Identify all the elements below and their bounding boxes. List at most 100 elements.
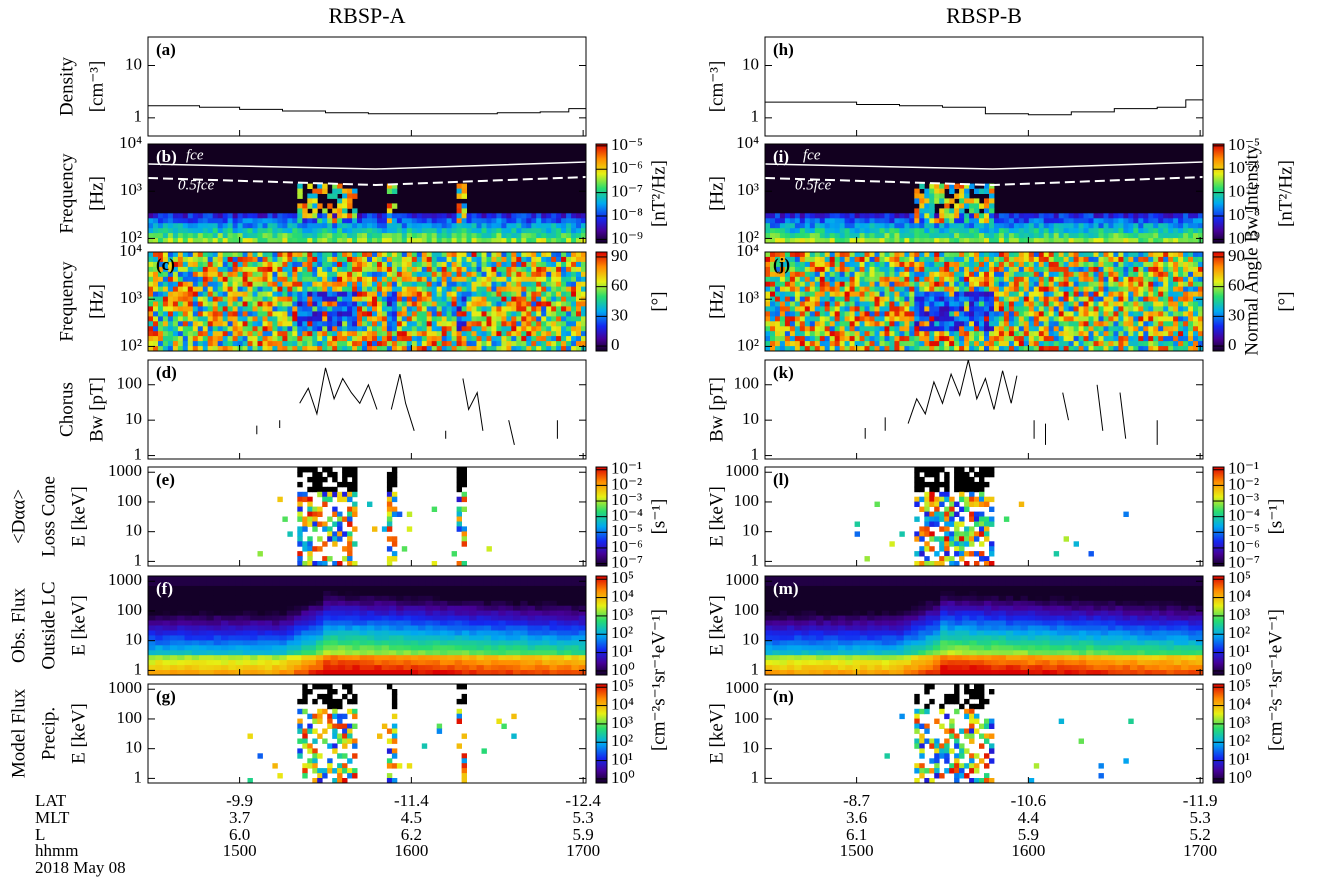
spectrogram-cell <box>1178 228 1183 233</box>
spectrogram-cell <box>223 306 228 311</box>
spectrogram-cell <box>307 203 312 208</box>
panel: (h)110[cm⁻³] <box>706 37 1203 136</box>
spectrogram-cell <box>297 753 302 758</box>
spectrogram-cell <box>317 213 322 218</box>
spectrogram-cell <box>342 336 347 341</box>
spectrogram-cell <box>294 626 302 631</box>
y-tick-label: 10⁴ <box>119 133 142 152</box>
spectrogram-cell <box>183 252 188 257</box>
spectrogram-cell <box>800 341 805 346</box>
y-tick-label: 10 <box>125 738 142 757</box>
spectrogram-cell <box>312 218 317 223</box>
spectrogram-cell <box>163 611 171 616</box>
spectrogram-cell <box>263 321 268 326</box>
spectrogram-cell <box>397 272 402 277</box>
spectrogram-cell <box>203 297 208 302</box>
spectrogram-cell <box>221 645 229 650</box>
spectrogram-cell <box>521 272 526 277</box>
spectrogram-cell <box>894 218 899 223</box>
spectrogram-cell <box>513 581 521 586</box>
spectrogram-cell <box>795 282 800 287</box>
spectrogram-cell <box>795 306 800 311</box>
spectrogram-cell <box>360 591 368 596</box>
spectrogram-cell <box>974 218 979 223</box>
spectrogram-cell <box>297 341 302 346</box>
spectrogram-cell <box>382 257 387 262</box>
spectrogram-cell <box>516 311 521 316</box>
spectrogram-cell <box>258 616 266 621</box>
spectrogram-cell <box>511 341 516 346</box>
spectrogram-cell <box>272 596 280 601</box>
spectrogram-cell <box>1094 233 1099 238</box>
spectrogram-cell <box>301 640 309 645</box>
spectrogram-cell <box>477 616 485 621</box>
spectrogram-cell <box>404 576 412 581</box>
spectrogram-cell <box>924 198 929 203</box>
spectrogram-cell <box>337 719 342 724</box>
spectrogram-cell <box>317 321 322 326</box>
spectrogram-cell <box>228 611 236 616</box>
spectrogram-cell <box>342 694 347 699</box>
spectrogram-cell <box>1029 228 1034 233</box>
spectrogram-cell <box>148 341 153 346</box>
spectrogram-cell <box>248 213 253 218</box>
spectrogram-cell <box>491 331 496 336</box>
spectrogram-cell <box>571 576 579 581</box>
spectrogram-cell <box>496 218 501 223</box>
spectrogram-cell <box>467 277 472 282</box>
spectrogram-cell <box>775 321 780 326</box>
spectrogram-cell <box>387 228 392 233</box>
spectrogram-cell <box>556 223 561 228</box>
spectrogram-cell <box>1099 218 1104 223</box>
spectrogram-cell <box>345 621 353 626</box>
spectrogram-cell <box>263 336 268 341</box>
spectrogram-cell <box>223 228 228 233</box>
spectrogram-cell <box>919 213 924 218</box>
spectrogram-cell <box>447 262 452 267</box>
spectrogram-cell <box>265 655 273 660</box>
spectrogram-cell <box>233 331 238 336</box>
spectrogram-cell <box>372 292 377 297</box>
spectrogram-cell <box>287 601 295 606</box>
spectrogram-cell <box>158 306 163 311</box>
spectrogram-cell <box>287 213 292 218</box>
spectrogram-cell <box>265 645 273 650</box>
spectrogram-cell <box>491 277 496 282</box>
spectrogram-cell <box>939 194 944 199</box>
spectrogram-cell <box>566 213 571 218</box>
spectrogram-cell <box>422 213 427 218</box>
spectrogram-cell <box>516 218 521 223</box>
spectrogram-cell <box>188 287 193 292</box>
spectrogram-cell <box>153 223 158 228</box>
spectrogram-cell <box>1153 213 1158 218</box>
spectrogram-cell <box>790 311 795 316</box>
spectrogram-cell <box>279 616 287 621</box>
spectrogram-cell <box>221 660 229 665</box>
spectrogram-cell <box>477 596 485 601</box>
spectrogram-cell <box>148 655 156 660</box>
spectrogram-cell <box>367 252 372 257</box>
spectrogram-cell <box>579 626 587 631</box>
spectrogram-cell <box>301 601 309 606</box>
panel: (e)1101001000<Dαα>Loss ConeE [keV]10⁻⁷10… <box>8 459 669 572</box>
spectrogram-cell <box>338 581 346 586</box>
spectrogram-cell <box>387 729 392 734</box>
spectrogram-cell <box>221 665 229 670</box>
spectrogram-cell <box>272 763 277 768</box>
spectrogram-cell <box>367 621 375 626</box>
spectrogram-cell <box>312 729 317 734</box>
spectrogram-cell <box>462 287 467 292</box>
spectrogram-cell <box>899 233 904 238</box>
spectrogram-cell <box>148 306 153 311</box>
spectrogram-cell <box>228 306 233 311</box>
spectrogram-cell <box>322 262 327 267</box>
spectrogram-cell <box>163 660 171 665</box>
spectrogram-cell <box>337 522 342 527</box>
spectrogram-cell <box>425 660 433 665</box>
spectrogram-cell <box>467 267 472 272</box>
spectrogram-cell <box>447 591 455 596</box>
spectrogram-cell <box>484 606 492 611</box>
spectrogram-cell <box>949 213 954 218</box>
spectrogram-cell <box>277 223 282 228</box>
spectrogram-cell <box>188 233 193 238</box>
